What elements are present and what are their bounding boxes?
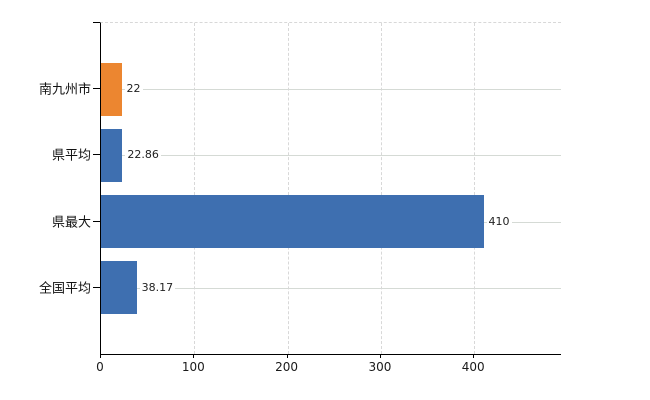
value-label: 22: [124, 82, 143, 97]
horizontal-gridline: [101, 287, 561, 289]
bar[interactable]: [101, 261, 137, 315]
x-axis-tick-label: 400: [461, 360, 485, 374]
x-axis-tick: [379, 354, 381, 358]
x-axis-tick: [286, 354, 288, 358]
category-tick: [93, 154, 100, 156]
x-axis-tick-label: 0: [96, 360, 104, 374]
category-tick: [93, 286, 100, 288]
horizontal-gridline: [101, 155, 561, 157]
plot-area: 22 22.86 410 38.17: [100, 22, 561, 355]
bar[interactable]: [101, 195, 484, 249]
value-label: 22.86: [125, 148, 161, 163]
value-label: 38.17: [139, 280, 176, 295]
value-label: 410: [486, 214, 512, 229]
category-tick: [93, 220, 100, 222]
x-axis-tick: [193, 354, 195, 358]
category-label: 全国平均: [38, 281, 91, 297]
x-axis-tick: [100, 354, 101, 358]
category-label: 県最大: [51, 215, 91, 231]
x-axis-tick-label: 300: [368, 360, 392, 374]
category-axis-top-tick: [93, 22, 100, 23]
vertical-gridline: [287, 23, 289, 354]
bar[interactable]: [101, 128, 123, 182]
category-tick: [93, 88, 100, 90]
vertical-gridline: [380, 23, 382, 354]
bar[interactable]: [101, 62, 122, 116]
vertical-gridline: [194, 23, 196, 354]
category-label: 県平均: [51, 148, 91, 164]
horizontal-gridline: [101, 89, 561, 91]
vertical-gridline: [474, 23, 476, 354]
x-axis-tick: [473, 354, 475, 358]
category-label: 南九州市: [38, 82, 91, 98]
x-axis-tick-label: 200: [275, 360, 299, 374]
x-axis-tick-label: 100: [181, 360, 205, 374]
